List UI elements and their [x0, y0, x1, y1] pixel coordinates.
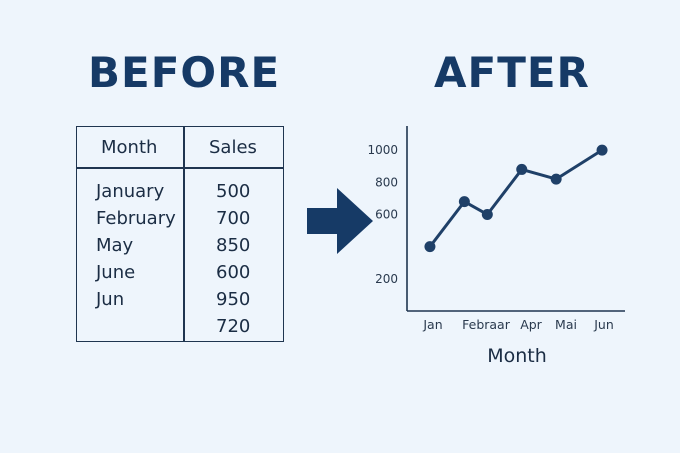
x-tick-label: Mai — [555, 317, 577, 332]
data-point — [458, 196, 470, 208]
sales-cell: 500 — [216, 181, 251, 202]
right-arrow-icon — [307, 188, 373, 254]
table-header-divider — [77, 167, 283, 169]
y-tick-label: 800 — [375, 175, 398, 189]
series-line — [428, 148, 603, 248]
x-axis-label: Month — [487, 345, 547, 367]
month-cell — [96, 313, 176, 340]
x-tick-label: Apr — [520, 317, 542, 332]
sales-cell: 850 — [216, 235, 251, 256]
x-tick-label: Febraar — [462, 317, 511, 332]
month-cell: May — [96, 235, 134, 256]
month-cell: June — [96, 262, 136, 283]
before-heading: BEFORE — [88, 48, 281, 97]
x-tick-label: Jan — [422, 317, 442, 332]
sales-column: 500 700 850 600 950 720 — [216, 178, 250, 340]
y-tick-label: 600 — [375, 207, 398, 221]
sales-table: Month Sales January February May June Ju… — [76, 126, 284, 342]
table-column-divider — [183, 127, 185, 341]
month-cell: Jun — [96, 289, 125, 310]
data-point — [550, 173, 562, 185]
data-point — [596, 144, 608, 156]
after-heading: AFTER — [434, 48, 590, 97]
month-column: January February May June Jun — [96, 178, 176, 340]
sales-cell: 600 — [216, 262, 251, 283]
month-cell: January — [96, 181, 165, 202]
x-tick-label: Jun — [593, 317, 614, 332]
sales-cell: 720 — [216, 316, 251, 337]
data-point — [424, 241, 436, 253]
data-point — [481, 208, 493, 220]
month-cell: February — [96, 208, 176, 229]
table-header-sales: Sales — [209, 137, 257, 158]
sales-cell: 700 — [216, 208, 251, 229]
y-tick-label: 200 — [375, 272, 398, 286]
table-header-month: Month — [101, 137, 158, 158]
sales-cell: 950 — [216, 289, 251, 310]
data-point — [516, 163, 528, 175]
y-tick-label: 1000 — [367, 143, 398, 157]
line-chart: 200 600 800 1000 Jan Febraar Apr Mai Jun Month — [367, 126, 625, 367]
